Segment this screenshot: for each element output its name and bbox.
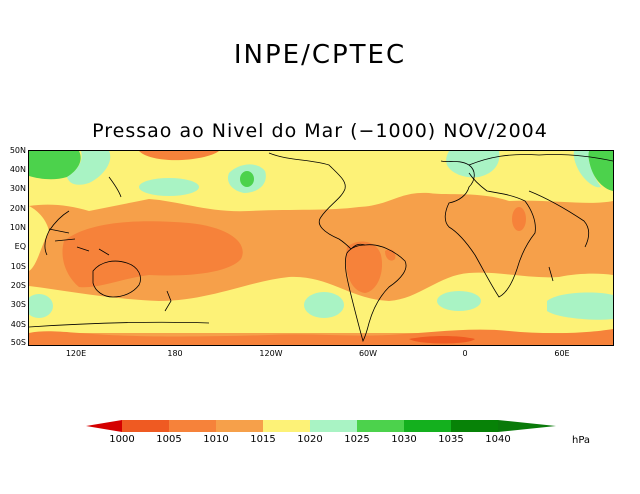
- lon-label-120e: 120E: [65, 349, 87, 358]
- zone-south-mint-east: [547, 292, 613, 320]
- scale-label-1025: 1025: [344, 434, 370, 445]
- zone-north-mint-atlantic: [446, 151, 500, 178]
- lat-label-10n: 10N: [9, 223, 26, 232]
- lon-label-0: 0: [462, 349, 468, 358]
- scale-label-1005: 1005: [156, 434, 182, 445]
- lat-label-50s: 50S: [10, 338, 26, 347]
- scale-label-1040: 1040: [485, 434, 511, 445]
- zone-north-green-west: [29, 151, 81, 180]
- zone-north-mint-west: [67, 151, 111, 185]
- zone-south-mint-atlantic: [437, 291, 481, 311]
- zone-north-orange-top: [139, 151, 219, 161]
- color-swatch-below-1000: [86, 420, 122, 432]
- zone-south-red: [409, 336, 475, 344]
- coastlines: [29, 152, 613, 343]
- scale-label-1010: 1010: [203, 434, 229, 445]
- scale-label-1015: 1015: [250, 434, 276, 445]
- lat-label-20n: 20N: [9, 204, 26, 213]
- zone-south-mint-west: [29, 294, 53, 318]
- color-scale-bar: [86, 420, 556, 432]
- pressure-map: [28, 150, 614, 346]
- lat-label-40n: 40N: [9, 165, 26, 174]
- scale-label-1000: 1000: [109, 434, 135, 445]
- lat-label-50n: 50N: [9, 146, 26, 155]
- lon-label-180: 180: [167, 349, 183, 358]
- color-swatch-1025-1030: [357, 420, 404, 432]
- lat-label-40s: 40S: [10, 320, 26, 329]
- zone-africa-low: [512, 207, 526, 231]
- zone-north-green-east: [588, 151, 613, 191]
- scale-label-1020: 1020: [297, 434, 323, 445]
- zone-north-mint-east: [573, 151, 601, 188]
- scale-label-1035: 1035: [438, 434, 464, 445]
- color-swatch-1000-1005: [122, 420, 169, 432]
- zone-indonesia-yellow: [29, 206, 49, 271]
- zone-pacific-low: [62, 221, 243, 288]
- color-swatch-1030-1035: [404, 420, 451, 432]
- color-swatch-above-1040: [498, 420, 556, 432]
- zone-southamerica-low-small: [385, 249, 396, 261]
- page-title: INPE/CPTEC: [233, 40, 407, 70]
- lat-label-30s: 30S: [10, 300, 26, 309]
- lat-label-10s: 10S: [10, 262, 26, 271]
- lon-label-60e: 60E: [554, 349, 570, 358]
- pressure-map-canvas: [29, 151, 613, 345]
- map-subtitle: Pressao ao Nivel do Mar (−1000) NOV/2004: [92, 120, 548, 142]
- lon-label-60w: 60W: [358, 349, 378, 358]
- zone-north-mint-mid: [139, 178, 199, 196]
- lat-label-30n: 30N: [9, 184, 26, 193]
- zone-north-green-pacific: [240, 171, 254, 187]
- zone-south-mint-pacific: [304, 292, 344, 318]
- color-swatch-1035-1040: [451, 420, 498, 432]
- lon-label-120w: 120W: [259, 349, 283, 358]
- unit-label: hPa: [572, 435, 591, 446]
- zone-southamerica-low: [345, 241, 383, 293]
- color-swatch-1020-1025: [310, 420, 357, 432]
- color-swatch-1015-1020: [263, 420, 310, 432]
- lat-label-eq: EQ: [14, 242, 26, 251]
- lat-label-20s: 20S: [10, 281, 26, 290]
- scale-label-1030: 1030: [391, 434, 417, 445]
- color-swatch-1010-1015: [216, 420, 263, 432]
- color-swatch-1005-1010: [169, 420, 216, 432]
